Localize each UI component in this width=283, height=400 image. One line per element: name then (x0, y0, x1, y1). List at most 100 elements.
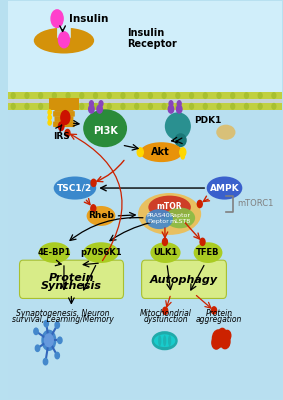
FancyBboxPatch shape (49, 98, 79, 110)
FancyBboxPatch shape (8, 103, 282, 110)
Circle shape (162, 238, 168, 246)
Circle shape (224, 330, 231, 341)
Circle shape (55, 352, 59, 359)
Text: ULK1: ULK1 (153, 248, 178, 257)
Circle shape (162, 104, 166, 109)
Ellipse shape (216, 125, 235, 140)
Ellipse shape (140, 142, 183, 162)
Circle shape (39, 93, 42, 98)
Circle shape (51, 10, 63, 28)
Circle shape (25, 93, 29, 98)
Circle shape (168, 105, 174, 113)
FancyBboxPatch shape (55, 116, 73, 122)
Circle shape (218, 328, 226, 340)
Ellipse shape (165, 208, 195, 228)
Text: p70S6K1: p70S6K1 (80, 248, 122, 257)
Circle shape (176, 93, 180, 98)
Circle shape (80, 93, 84, 98)
Circle shape (94, 93, 97, 98)
Text: TSC1/2: TSC1/2 (57, 184, 93, 192)
Text: Protein: Protein (205, 309, 233, 318)
Circle shape (217, 104, 221, 109)
Circle shape (107, 93, 111, 98)
Circle shape (135, 104, 139, 109)
FancyBboxPatch shape (8, 108, 282, 399)
Text: Akt: Akt (151, 147, 170, 157)
Ellipse shape (148, 196, 191, 219)
Ellipse shape (145, 209, 173, 229)
Ellipse shape (168, 335, 171, 346)
Circle shape (48, 120, 51, 125)
Text: PI3K: PI3K (93, 126, 117, 136)
Ellipse shape (83, 109, 127, 147)
Text: survival, Learning/Memory: survival, Learning/Memory (12, 315, 113, 324)
Circle shape (44, 334, 53, 347)
Circle shape (91, 205, 96, 212)
Text: Autophagy: Autophagy (150, 275, 218, 285)
Ellipse shape (34, 28, 94, 54)
Text: mTORC1: mTORC1 (237, 200, 273, 208)
Text: mTOR: mTOR (157, 202, 183, 211)
Text: mLST8: mLST8 (170, 220, 191, 224)
Text: aggregation: aggregation (196, 315, 242, 324)
Circle shape (80, 104, 84, 109)
Circle shape (66, 104, 70, 109)
FancyBboxPatch shape (8, 94, 282, 109)
Text: Insulin: Insulin (69, 14, 108, 24)
Circle shape (258, 93, 262, 98)
FancyBboxPatch shape (142, 260, 226, 298)
Circle shape (135, 93, 139, 98)
Ellipse shape (163, 335, 166, 346)
Text: Insulin
Receptor: Insulin Receptor (127, 28, 177, 49)
FancyBboxPatch shape (53, 122, 75, 127)
Circle shape (55, 322, 59, 328)
Circle shape (245, 93, 248, 98)
Text: Deptor: Deptor (147, 220, 169, 224)
Text: Raptor: Raptor (170, 214, 190, 218)
Circle shape (11, 104, 15, 109)
Ellipse shape (87, 206, 115, 226)
FancyBboxPatch shape (57, 25, 71, 38)
Circle shape (212, 307, 216, 314)
FancyBboxPatch shape (20, 260, 123, 298)
Circle shape (42, 330, 56, 350)
Circle shape (35, 345, 40, 352)
Ellipse shape (207, 176, 242, 200)
Ellipse shape (38, 242, 70, 263)
Circle shape (58, 337, 62, 344)
Circle shape (217, 93, 221, 98)
Text: Protein: Protein (49, 273, 94, 283)
FancyBboxPatch shape (55, 106, 73, 112)
Text: Rheb: Rheb (88, 212, 114, 220)
Circle shape (121, 104, 125, 109)
Ellipse shape (194, 242, 222, 263)
Circle shape (231, 104, 235, 109)
Circle shape (190, 93, 194, 98)
Circle shape (52, 93, 56, 98)
Ellipse shape (152, 331, 178, 350)
Circle shape (272, 93, 276, 98)
Circle shape (213, 330, 224, 348)
Circle shape (94, 104, 97, 109)
Text: AMPK: AMPK (210, 184, 239, 192)
Circle shape (89, 105, 94, 113)
Circle shape (65, 130, 70, 137)
Circle shape (39, 104, 42, 109)
Circle shape (11, 93, 15, 98)
Circle shape (272, 104, 276, 109)
Text: Synthesis: Synthesis (41, 281, 102, 291)
Circle shape (97, 105, 102, 113)
Circle shape (169, 101, 173, 106)
Circle shape (162, 93, 166, 98)
Circle shape (149, 93, 152, 98)
Circle shape (177, 105, 182, 113)
Ellipse shape (158, 335, 161, 346)
Circle shape (245, 104, 248, 109)
Circle shape (203, 104, 207, 109)
Text: TFEB: TFEB (196, 248, 220, 257)
FancyBboxPatch shape (8, 1, 282, 108)
Circle shape (180, 148, 186, 156)
Text: Mitochondrial: Mitochondrial (140, 309, 191, 318)
Ellipse shape (138, 193, 201, 235)
Circle shape (197, 200, 202, 208)
